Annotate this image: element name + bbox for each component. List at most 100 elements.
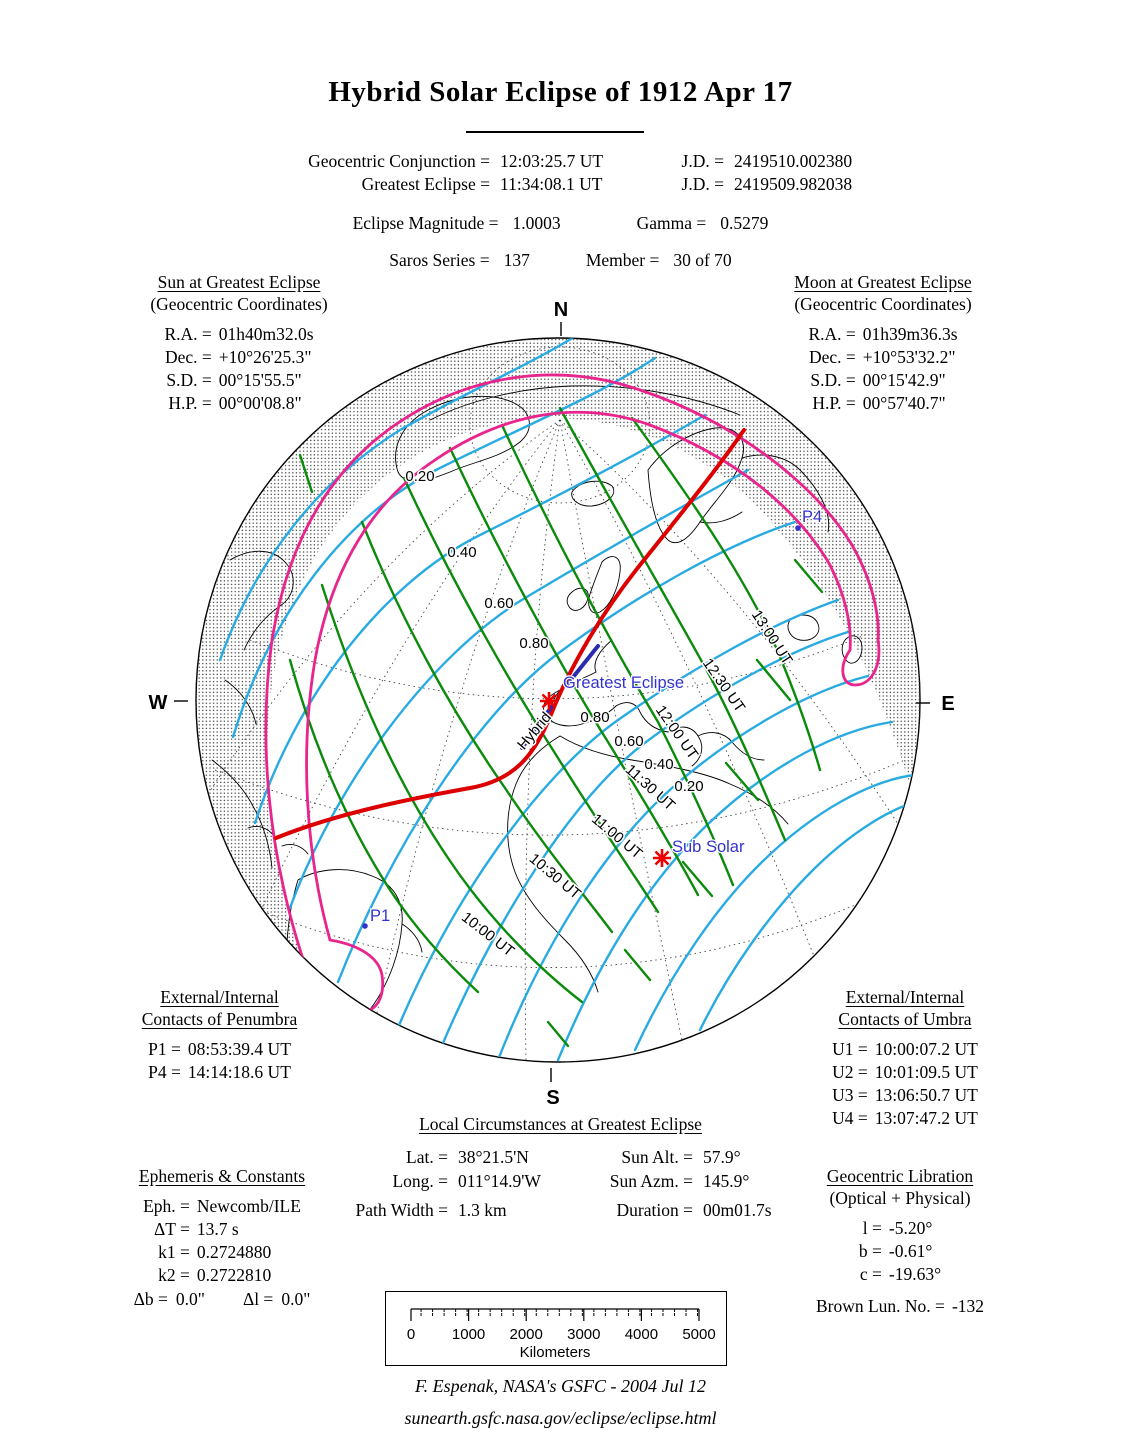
moon-dec-value: +10°53'32.2" (862, 347, 956, 367)
u1-time-value: 10:00:07.2 UT (874, 1039, 978, 1059)
eph-label: Eph. = (143, 1196, 190, 1216)
compass-ticks (174, 322, 930, 1082)
u1-time-label: U1 = (832, 1039, 868, 1059)
penumbra-contacts-title-1: External/Internal (160, 987, 279, 1007)
longitude-value: 011°14.9'W (458, 1171, 541, 1191)
brown-lunation-label: Brown Lun. No. = (815, 1296, 945, 1316)
ephemeris-table: Eph. = Newcomb/ILE ΔT = 13.7 s k1 = 0.27248… (102, 1195, 342, 1287)
path-width-label: Path Width = (355, 1200, 448, 1220)
sun-ra-label: R.A. = (164, 324, 212, 344)
magnitude-label-se-020: 0.20 (674, 778, 703, 795)
p4-time-label: P4 = (148, 1062, 181, 1082)
u4-time-label: U4 = (832, 1108, 868, 1128)
umbra-contacts-title-2: Contacts of Umbra (838, 1009, 972, 1029)
longitude-label: Long. = (392, 1171, 448, 1191)
scale-tick-2000: 2000 (510, 1326, 543, 1343)
brown-lunation-row: Brown Lun. No. = -132 (790, 1295, 1010, 1317)
member-label: Member = (585, 250, 660, 270)
p1-time-value: 08:53:39.4 UT (187, 1039, 291, 1059)
magnitude-label-nw-060: 0.60 (484, 595, 513, 612)
compass-south-label: S (546, 1087, 559, 1109)
hybrid-total-segment (520, 644, 600, 750)
magnitude-label-nw-020: 0.20 (405, 468, 434, 485)
sun-hp-label: H.P. = (168, 393, 212, 413)
sub-solar-label: Sub Solar (672, 838, 745, 856)
penumbra-contacts-panel: External/Internal Contacts of Penumbra P… (112, 986, 327, 1084)
libration-b-value: -0.61° (888, 1241, 933, 1261)
p4-time-value: 14:14:18.6 UT (187, 1062, 291, 1082)
umbra-contacts-table: U1 = 10:00:07.2 UT U2 = 10:01:09.5 UT U3 =… (805, 1038, 1005, 1130)
u2-time-label: U2 = (832, 1062, 868, 1082)
k2-label: k2 = (158, 1265, 190, 1285)
ephemeris-title: Ephemeris & Constants (138, 1166, 306, 1186)
sun-alt-value: 57.9° (703, 1147, 741, 1167)
moon-hp-value: 00°57'40.7" (862, 393, 946, 413)
latitude-value: 38°21.5'N (458, 1147, 529, 1167)
greatest-eclipse-time-label: Greatest Eclipse = (361, 174, 490, 194)
greatest-jd-value: 2419509.982038 (734, 174, 853, 194)
delta-b-value: 0.0" (175, 1289, 205, 1309)
conjunction-jd-label: J.D. = (681, 151, 724, 171)
p4-label: P4 (802, 508, 822, 526)
compass-west-label: W (149, 692, 168, 714)
greatest-eclipse-time-value: 11:34:08.1 UT (500, 174, 603, 194)
path-width-value: 1.3 km (458, 1200, 507, 1220)
scale-bar-ruler (410, 1308, 700, 1321)
compass-east-label: E (941, 693, 954, 715)
p1-label: P1 (370, 907, 390, 925)
umbra-contacts-title-1: External/Internal (845, 987, 965, 1007)
moon-hp-label: H.P. = (812, 393, 856, 413)
moon-ra-value: 01h39m36.3s (862, 324, 958, 344)
u3-time-value: 13:06:50.7 UT (874, 1085, 978, 1105)
p4-contact-point (795, 525, 801, 531)
moon-panel-title: Moon at Greatest Eclipse (794, 272, 972, 292)
delta-l-value: 0.0" (281, 1289, 311, 1309)
sun-coordinates-table: R.A. = 01h40m32.0s Dec. = +10°26'25.3" S.D… (108, 323, 370, 415)
libration-b-label: b = (858, 1241, 882, 1261)
conjunction-table: Geocentric Conjunction = 12:03:25.7 UT J… (262, 150, 874, 196)
saros-series-value: 137 (503, 250, 530, 270)
magnitude-label-se-060: 0.60 (614, 733, 643, 750)
penumbra-contacts-table: P1 = 08:53:39.4 UT P4 = 14:14:18.6 UT (112, 1038, 327, 1084)
sun-panel-title: Sun at Greatest Eclipse (157, 272, 321, 292)
brown-lunation-value: -132 (951, 1296, 985, 1316)
path-width-duration-row: Path Width = 1.3 km Duration = 00m01.7s (348, 1199, 793, 1222)
sun-sd-label: S.D. = (166, 370, 212, 390)
libration-l-value: -5.20° (888, 1218, 933, 1238)
k1-label: k1 = (158, 1242, 190, 1262)
moon-panel-subtitle: (Geocentric Coordinates) (794, 294, 972, 314)
time-contour-lines (288, 406, 824, 1048)
gamma-value: 0.5279 (720, 213, 769, 233)
eclipse-magnitude-label: Eclipse Magnitude = (352, 213, 499, 233)
scale-tick-0: 0 (407, 1326, 415, 1343)
saros-series-label: Saros Series = (389, 250, 490, 270)
sun-dec-label: Dec. = (164, 347, 212, 367)
scale-unit-label: Kilometers (520, 1344, 591, 1361)
libration-table: l = -5.20° b = -0.61° c = -19.63° (790, 1217, 1010, 1286)
delta-l-label: Δl = (242, 1289, 274, 1309)
gamma-label: Gamma = (636, 213, 707, 233)
member-value: 30 of 70 (673, 250, 732, 270)
k2-value: 0.2722810 (196, 1265, 272, 1285)
magnitude-gamma-row: Eclipse Magnitude = 1.0003 Gamma = 0.527… (0, 213, 1121, 234)
local-circumstances-title: Local Circumstances at Greatest Eclipse (419, 1114, 702, 1134)
saros-member-row: Saros Series = 137 Member = 30 of 70 (0, 250, 1121, 271)
latitude-label: Lat. = (406, 1147, 448, 1167)
ephemeris-panel: Ephemeris & Constants Eph. = Newcomb/ILE … (102, 1165, 342, 1310)
scale-tick-3000: 3000 (567, 1326, 600, 1343)
scale-tick-1000: 1000 (452, 1326, 485, 1343)
k1-value: 0.2724880 (196, 1242, 272, 1262)
greatest-eclipse-label: Greatest Eclipse (563, 674, 684, 692)
scale-bar: 0 1000 2000 3000 4000 5000 Kilometers (385, 1291, 727, 1366)
magnitude-label-se-080: 0.80 (580, 709, 609, 726)
p1-contact-point (362, 923, 368, 929)
credit-line: F. Espenak, NASA's GSFC - 2004 Jul 12 (415, 1376, 706, 1396)
sun-hp-value: 00°00'08.8" (218, 393, 302, 413)
delta-b-label: Δb = (133, 1289, 168, 1309)
moon-coordinates-panel: Moon at Greatest Eclipse (Geocentric Coo… (752, 271, 1014, 415)
sun-panel-subtitle: (Geocentric Coordinates) (150, 294, 328, 314)
moon-sd-label: S.D. = (810, 370, 856, 390)
libration-c-label: c = (859, 1264, 882, 1284)
libration-subtitle: (Optical + Physical) (829, 1188, 971, 1208)
night-shading-region (196, 338, 920, 1052)
